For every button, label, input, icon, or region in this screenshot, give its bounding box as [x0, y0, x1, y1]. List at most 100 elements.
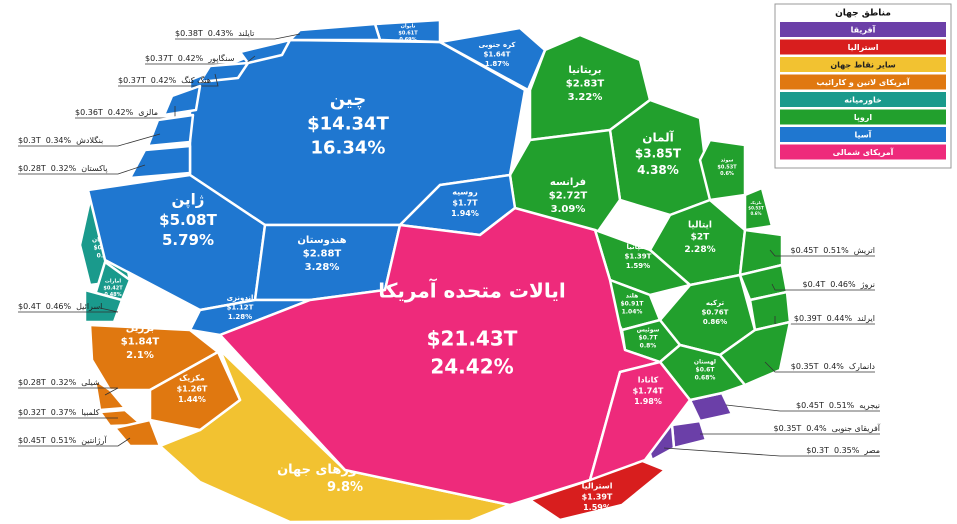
legend-label: خاورمیانه	[844, 96, 882, 105]
label-share-label: 0.51%	[829, 401, 855, 410]
cell-value-label: $1.74T	[633, 386, 664, 395]
cell-value-label: $0.53T	[748, 205, 764, 210]
label-share-label: 0.42%	[108, 108, 134, 117]
cell-value-label: $1.64T	[484, 50, 511, 58]
label-share-label: 0.32%	[51, 378, 77, 387]
label-value-label: $0.4T	[803, 280, 826, 289]
outside-label: $0.4T 0.46% اسرائیل	[18, 302, 102, 311]
leader-line	[771, 283, 875, 291]
label-name: مصر	[863, 446, 880, 455]
cell-name: هندوستان	[297, 235, 346, 246]
legend-swatch	[780, 57, 946, 72]
cell-value-label: $2T	[691, 233, 711, 243]
cell-share-label: 1.59%	[583, 503, 611, 512]
label-name: نروژ	[860, 280, 875, 289]
cell-value-label: $1.26T	[177, 384, 208, 393]
label-name: مالزی	[138, 108, 158, 117]
cell	[146, 113, 195, 148]
label-name: سنگاپور	[207, 53, 234, 63]
leader-line	[663, 447, 880, 457]
legend-swatch	[780, 22, 946, 37]
legend-label: آفریقا	[851, 25, 876, 35]
label-value-label: $0.37T	[145, 54, 173, 63]
label-value-label: $0.37T	[118, 76, 146, 85]
label-value-label: $0.3T	[18, 136, 41, 145]
leader-line	[18, 437, 131, 447]
cell	[162, 84, 202, 117]
cell-share-label: 4.38%	[637, 163, 679, 177]
label-share-label: 0.34%	[46, 136, 72, 145]
cell-name: اسپانیا	[627, 243, 650, 251]
cell-value-label: $2.83T	[566, 79, 605, 90]
cell-name: بریتانیا	[568, 65, 601, 76]
outside-label: $0.37T 0.42% سنگاپور	[145, 53, 235, 63]
label-value-label: $0.38T	[175, 29, 203, 38]
cell-share-label: 0.6%	[720, 171, 734, 177]
cell-share-label: 1.59%	[626, 262, 650, 270]
cell-name: اندونزی	[227, 294, 254, 302]
cell-value-label: $14.34T	[307, 113, 389, 134]
label-share-label: 0.42%	[151, 76, 177, 85]
label-name: شیلی	[81, 378, 100, 387]
label-name: کلمبیا	[81, 408, 100, 417]
label-value-label: $0.28T	[18, 164, 46, 173]
label-value-label: $0.36T	[75, 108, 103, 117]
cell-name: هلند	[626, 293, 639, 300]
label-name: ایرلند	[857, 314, 875, 323]
cell-name: فرانسه	[550, 177, 586, 188]
legend-swatch	[780, 127, 946, 142]
cell-name: ایالات متحده آمریکا	[378, 278, 565, 303]
legend-label: آمریکای لاتین و کارائیب	[816, 77, 909, 87]
label-name: تایلند	[238, 29, 254, 38]
cell-name: بلژیک	[750, 200, 762, 205]
label-value-label: $0.45T	[18, 436, 46, 445]
cell-share-label: 2.28%	[684, 245, 715, 255]
cell-value-label: $0.42T	[103, 285, 123, 291]
cell-value-label: $3.85T	[635, 147, 682, 161]
cell-share-label: 2.1%	[126, 350, 154, 361]
leader-line	[18, 133, 161, 147]
cell-name: استرالیا	[582, 482, 613, 491]
leader-line	[769, 249, 875, 257]
label-share-label: 0.46%	[830, 280, 856, 289]
label-name: هنگ کنگ	[181, 75, 211, 85]
cell-name: امارات	[105, 279, 122, 285]
cell-value-label: $0.61T	[398, 30, 418, 36]
cell-share-label: 0.69%	[399, 37, 416, 43]
leader-line	[118, 73, 219, 87]
cell-value-label: $0.76T	[702, 308, 729, 316]
legend-swatch	[780, 92, 946, 107]
legend-swatch	[780, 74, 946, 90]
legend-swatch	[780, 39, 946, 55]
cell	[238, 38, 292, 65]
outside-label: $0.4T 0.46% نروژ	[803, 280, 876, 289]
cell	[218, 206, 662, 507]
legend-label: اروپا	[854, 113, 873, 122]
cell-share-label: 1.04%	[622, 309, 643, 316]
outside-label: $0.36T 0.42% مالزی	[75, 108, 158, 117]
label-value-label: $0.32T	[18, 408, 46, 417]
legend-label: سایر نقاط جهان	[830, 61, 896, 70]
label-share-label: 0.46%	[46, 302, 72, 311]
cell-share-label: 3.09%	[551, 204, 586, 215]
label-name: اتریش	[854, 246, 875, 255]
outside-label: $0.3T 0.34% بنگلادش	[18, 135, 103, 145]
outside-label: $0.45T 0.51% آرژانتین	[18, 435, 107, 445]
cell-share-label: 1.28%	[228, 313, 252, 321]
cell-name: لهستان	[694, 359, 716, 366]
leader-line	[18, 387, 119, 396]
cell-name: کره جنوبی	[479, 41, 517, 49]
cell-share-label: 0.8%	[640, 343, 657, 350]
label-value-label: $0.35T	[791, 362, 819, 371]
cell-name: آلمان	[642, 130, 674, 145]
label-share-label: 0.37%	[51, 408, 77, 417]
outside-label: $0.35T 0.4% دانمارک	[791, 362, 876, 371]
cell-share-label: 5.79%	[162, 231, 214, 249]
cell-share-label: 0.68%	[695, 375, 716, 382]
cell-value-label: $5.08T	[159, 211, 217, 229]
cell	[743, 186, 774, 232]
cell-value-label: $2.88T	[303, 249, 342, 260]
label-value-label: $0.28T	[18, 378, 46, 387]
label-name: آفریقای جنوبی	[832, 423, 881, 433]
